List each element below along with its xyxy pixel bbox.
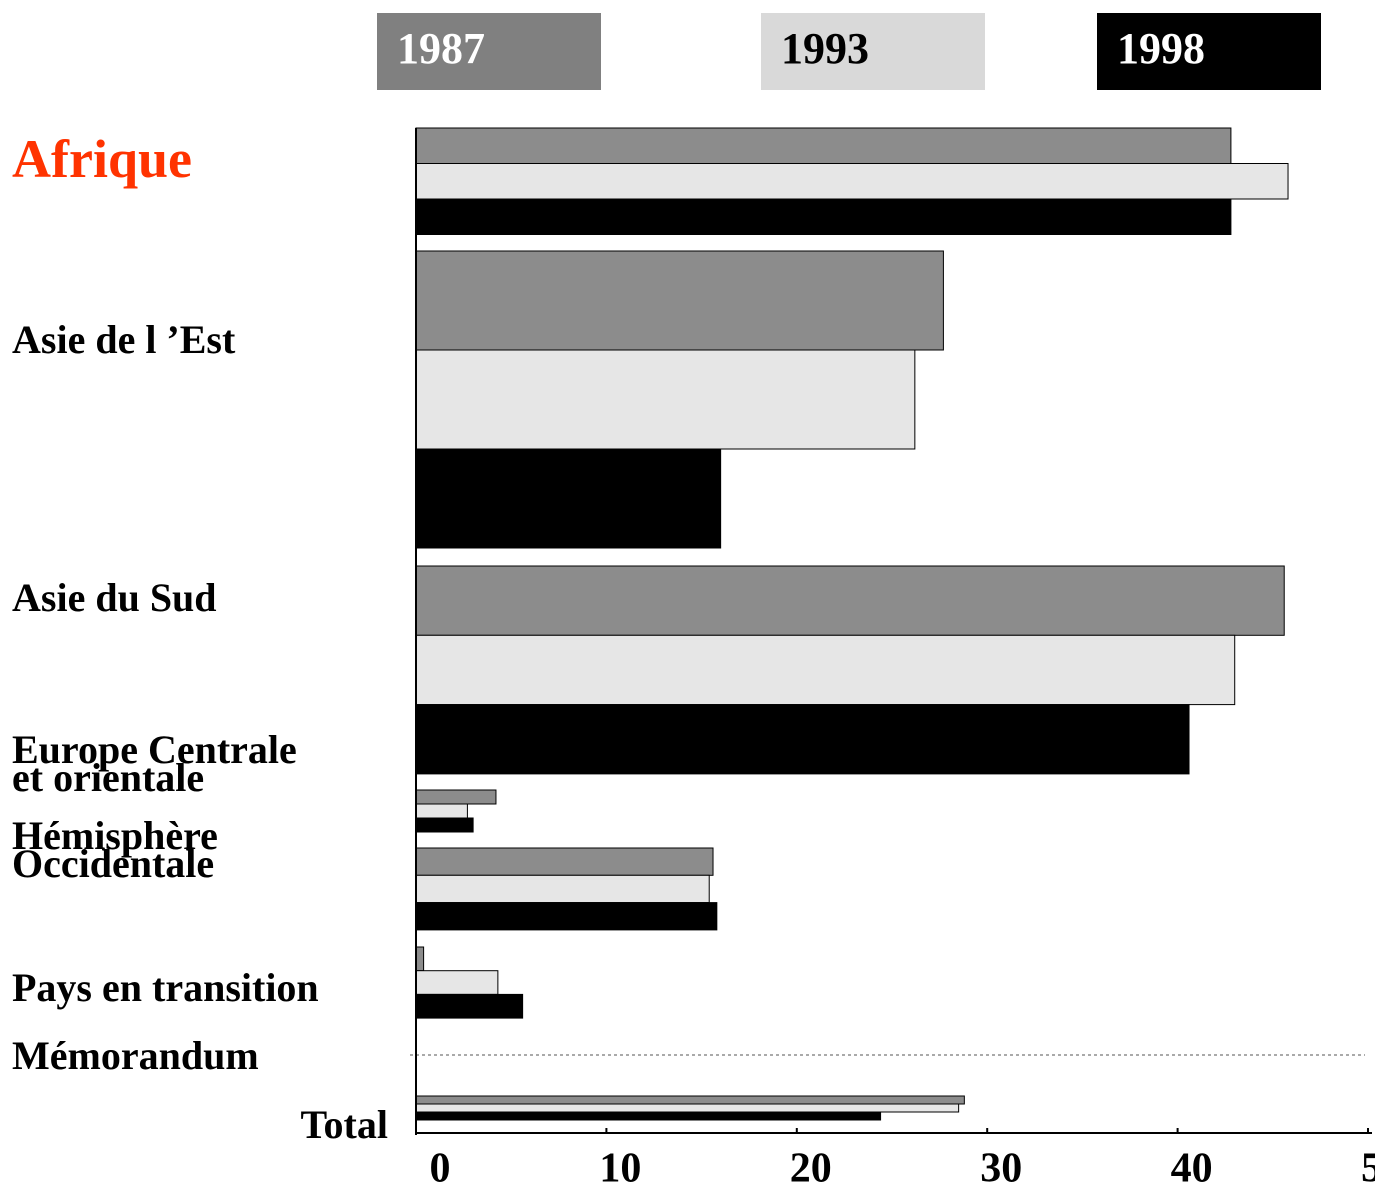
- bar: [415, 198, 1232, 235]
- x-tick-label: 50: [1361, 1146, 1375, 1192]
- legend-label: 1987: [397, 24, 485, 73]
- legend-swatch: [1097, 13, 1321, 90]
- bar: [415, 1111, 882, 1121]
- category-label: Pays en transition: [12, 965, 319, 1010]
- bar: [415, 902, 718, 931]
- category-label: Hémisphère Occidentale: [12, 813, 218, 886]
- bar: [415, 704, 1190, 775]
- category-label: Asie du Sud: [12, 575, 217, 620]
- bar: [415, 817, 474, 833]
- legend-label: 1993: [781, 24, 869, 73]
- x-tick-label: 40: [1171, 1146, 1213, 1192]
- x-tick-label: 10: [599, 1146, 641, 1192]
- bar: [415, 789, 497, 805]
- x-tick-label: 30: [980, 1146, 1022, 1192]
- x-tick-label: 0: [430, 1146, 451, 1192]
- bar: [415, 1095, 965, 1105]
- bar: [415, 448, 722, 549]
- bar: [415, 874, 710, 904]
- bar: [415, 565, 1285, 636]
- category-label: Afrique: [12, 129, 192, 189]
- category-label: Asie de l ’Est: [12, 317, 236, 362]
- bar: [415, 634, 1236, 706]
- category-label: Europe Centrale et orientale: [12, 727, 297, 800]
- bar: [415, 993, 524, 1019]
- bar: [415, 127, 1232, 164]
- bar: [415, 1103, 960, 1113]
- bar: [415, 970, 499, 995]
- x-tick-label: 20: [790, 1146, 832, 1192]
- legend-label: 1998: [1117, 24, 1205, 73]
- category-label: Mémorandum: [12, 1033, 259, 1078]
- bar: [415, 803, 468, 819]
- bar: [415, 163, 1289, 200]
- category-label: Total: [300, 1102, 388, 1147]
- bar: [415, 250, 944, 351]
- legend-swatch: [377, 13, 601, 90]
- bar: [415, 847, 714, 876]
- bar: [415, 349, 916, 450]
- bar: [415, 946, 425, 972]
- legend-swatch: [761, 13, 985, 90]
